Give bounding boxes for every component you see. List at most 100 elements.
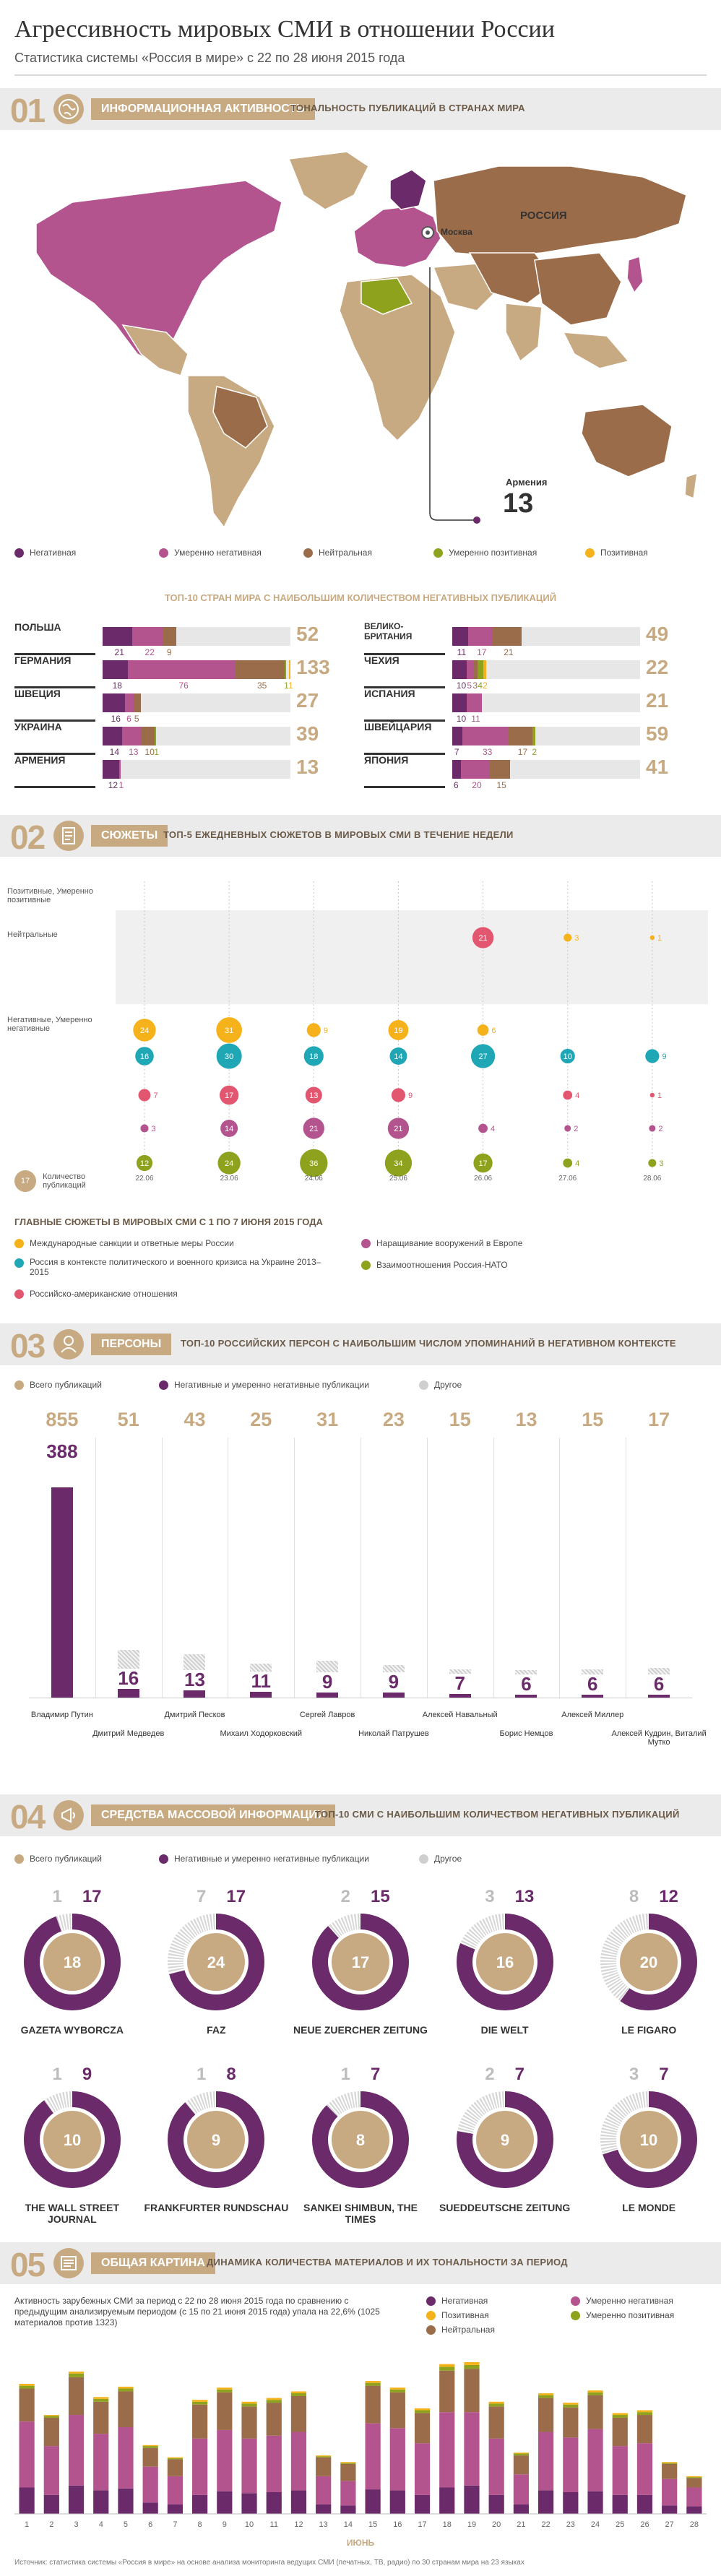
day-tick-label: 25 — [616, 2520, 624, 2529]
country-bar-track — [103, 693, 290, 712]
day-tick-label: 23 — [566, 2520, 575, 2529]
topic-legend-ukraine: Россия в контексте политического и военн… — [14, 1257, 325, 1277]
topic-bubble-label: 14 — [394, 1053, 402, 1061]
world-map: Москва РОССИЯ Армения 13 — [7, 137, 714, 542]
country-underline — [14, 753, 95, 755]
media-other-count: 8 — [629, 1887, 639, 1906]
dyn-legend-negative: Негативная — [426, 2296, 488, 2307]
topic-bubble — [217, 1151, 241, 1175]
person-negative-bar — [382, 1693, 405, 1698]
topic-bubble-label: 17 — [478, 1159, 487, 1168]
person-separator — [493, 1438, 494, 1698]
dynamics-bar-segment — [439, 2364, 455, 2367]
date-label: 24.06 — [305, 1175, 323, 1183]
date-label: 23.06 — [220, 1175, 238, 1183]
dynamics-bar-segment — [43, 2415, 59, 2416]
dynamics-bar-segment — [365, 2381, 381, 2383]
dynamics-bar-segment — [290, 2490, 307, 2514]
topic-bubble — [470, 1044, 496, 1068]
legend-negative-pubs: Негативные и умеренно негативные публика… — [159, 1380, 369, 1391]
person-column: 15 7 Алексей Навальный — [423, 1409, 498, 1748]
country-segment-label: 9 — [166, 647, 172, 657]
dynamics-bar-segment — [68, 2377, 85, 2416]
y-label-negative: Негативные, Умеренно негативные — [7, 1016, 92, 1033]
persons-legend: Всего публикаций Негативные и умеренно н… — [14, 1380, 707, 1397]
dynamics-bar-segment — [587, 2395, 603, 2429]
country-segment-label: 20 — [472, 780, 482, 790]
country-bar-track — [103, 760, 290, 779]
media-negative-count: 17 — [82, 1887, 102, 1906]
country-segment-label: 5 — [467, 680, 472, 691]
day-tick-label: 11 — [270, 2520, 278, 2529]
topic-bubble — [216, 1043, 242, 1069]
country-bar-track — [452, 693, 640, 712]
person-column: 43 13 Дмитрий Песков — [161, 1409, 228, 1748]
topic-bubble — [387, 1118, 410, 1139]
legend-moderate-negative: Умеренно негативная — [159, 548, 262, 558]
topic-bubble — [649, 1092, 655, 1098]
dynamics-bar-segment — [662, 2478, 678, 2506]
donut-negative-arc — [168, 2091, 265, 2188]
media-other-count: 7 — [197, 1887, 207, 1906]
section-4-desc: Топ-10 СМИ с наибольшим количеством нега… — [315, 1809, 680, 1820]
media-donut: 24 — [168, 1914, 265, 2010]
dynamics-bar-segment — [464, 2364, 480, 2369]
country-segment-label: 5 — [134, 714, 139, 724]
country-segment-label: 11 — [471, 714, 480, 724]
date-label: 26.06 — [474, 1175, 492, 1183]
dynamics-bar-segment — [167, 2459, 183, 2476]
page-subtitle: Статистика системы «Россия в мире» с 22 … — [14, 51, 405, 65]
page-title: Агрессивность мировых СМИ в отношении Ро… — [14, 16, 555, 43]
media-name: The Wall Street Journal — [25, 2202, 120, 2225]
media-other-count: 1 — [52, 2065, 62, 2084]
dynamics-bar-segment — [118, 2427, 134, 2489]
media-legend-total: Всего публикаций — [14, 1854, 102, 1864]
country-segment-label: 1 — [154, 747, 160, 757]
topic-bubble-label: 2 — [574, 1125, 578, 1133]
topic-bubble — [303, 1046, 324, 1066]
media-negative-count: 7 — [659, 2065, 669, 2084]
country-bar-segment — [452, 693, 467, 712]
country-total: 39 — [296, 722, 319, 745]
person-negative-bar — [51, 1487, 73, 1698]
day-tick-label: 13 — [319, 2520, 328, 2529]
country-bar-segment — [452, 727, 462, 745]
media-negative-count: 8 — [226, 2065, 236, 2084]
country-segment-label: 18 — [112, 680, 122, 691]
person-negative-bar — [648, 1694, 670, 1698]
dynamics-bar-segment — [612, 2413, 628, 2416]
person-negative-count: 9 — [388, 1671, 400, 1693]
dynamics-bar-segment — [266, 2400, 282, 2403]
country-segment-label: 7 — [454, 747, 459, 757]
donut-total-label: 17 — [352, 1953, 369, 1971]
country-bar-segment — [119, 760, 121, 779]
dynamics-bar-segment — [538, 2432, 554, 2491]
map-label-moscow: Москва — [441, 227, 472, 237]
day-tick-label: 3 — [74, 2520, 78, 2529]
person-name: Борис Немцов — [499, 1729, 553, 1738]
person-total: 13 — [515, 1409, 537, 1430]
section-3-badge: Персоны — [91, 1334, 172, 1355]
donut-center — [187, 1933, 246, 1991]
dynamics-bar-segment — [662, 2463, 678, 2479]
media-name: Frankfurter Rundschau — [144, 2202, 289, 2213]
dynamics-bar-segment — [93, 2434, 109, 2491]
legend-neutral: Нейтральная — [303, 548, 372, 558]
topic-bubble — [303, 1118, 324, 1139]
donut-negative-arc — [23, 1914, 121, 2010]
country-segment-label: 10 — [456, 680, 467, 691]
person-name: Алексей Кудрин, Виталий Мутко — [611, 1729, 707, 1747]
topic-bubble-label: 6 — [491, 1026, 496, 1035]
country-bar-segment — [488, 760, 511, 779]
dynamics-bar-segment — [686, 2478, 702, 2488]
person-negative-count: 7 — [454, 1672, 465, 1694]
dynamics-bar-segment — [563, 2437, 579, 2492]
country-bar-segment — [532, 727, 536, 745]
dynamics-bar-segment — [340, 2462, 356, 2463]
map-mexico — [121, 324, 189, 376]
person-negative-bar — [250, 1691, 272, 1698]
country-bar-segment — [452, 627, 468, 646]
country-underline — [14, 719, 95, 722]
dynamics-bar-segment — [93, 2401, 109, 2434]
dynamics-bar-segment — [439, 2412, 455, 2488]
